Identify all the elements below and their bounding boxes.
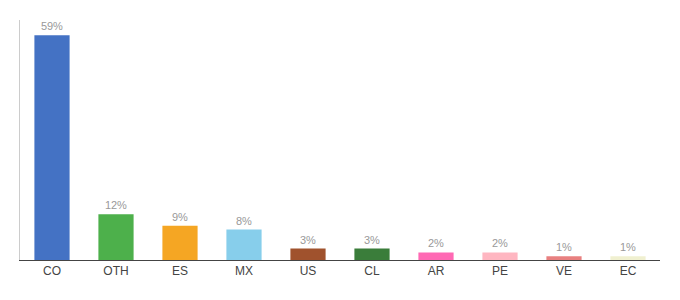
svg-text:3%: 3%	[300, 234, 316, 246]
svg-text:12%: 12%	[105, 199, 127, 211]
svg-text:59%: 59%	[41, 20, 63, 32]
svg-text:AR: AR	[428, 264, 445, 278]
svg-text:ES: ES	[172, 264, 188, 278]
svg-text:PE: PE	[492, 264, 508, 278]
svg-text:1%: 1%	[556, 241, 572, 253]
svg-text:2%: 2%	[428, 237, 444, 249]
svg-text:EC: EC	[620, 264, 637, 278]
svg-text:OTH: OTH	[103, 264, 128, 278]
svg-text:MX: MX	[235, 264, 253, 278]
svg-text:1%: 1%	[620, 241, 636, 253]
svg-text:VE: VE	[556, 264, 572, 278]
svg-text:US: US	[300, 264, 317, 278]
svg-text:3%: 3%	[364, 234, 380, 246]
svg-text:2%: 2%	[492, 237, 508, 249]
svg-text:CL: CL	[364, 264, 380, 278]
svg-text:8%: 8%	[236, 215, 252, 227]
svg-text:CO: CO	[43, 264, 61, 278]
svg-text:9%: 9%	[172, 211, 188, 223]
